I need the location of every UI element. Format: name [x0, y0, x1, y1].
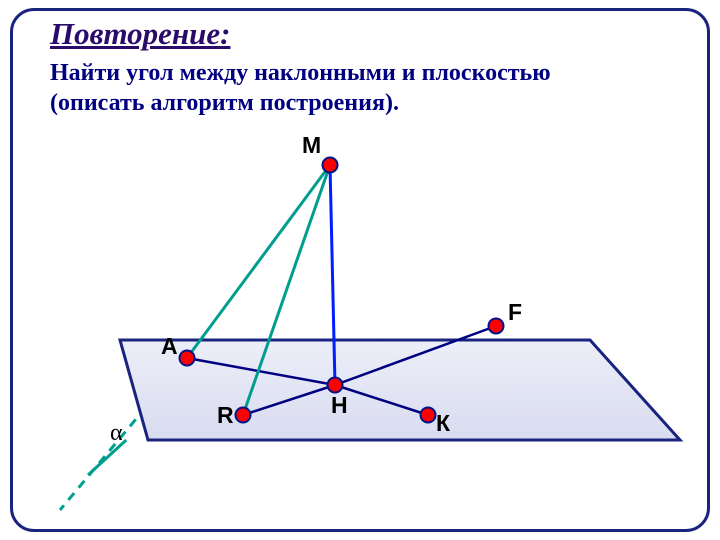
point-K: [421, 408, 436, 423]
oblique-A: [187, 165, 330, 358]
diagram-canvas: [0, 0, 720, 540]
label-H: H: [331, 392, 348, 419]
point-F: [489, 319, 504, 334]
label-K: К: [436, 410, 450, 437]
label-R: R: [217, 402, 234, 429]
point-M: [323, 158, 338, 173]
point-R: [236, 408, 251, 423]
point-A: [180, 351, 195, 366]
plane-label-alpha: α: [110, 420, 123, 447]
label-A: A: [161, 333, 178, 360]
label-M: M: [302, 132, 321, 159]
label-F: F: [508, 299, 522, 326]
point-H: [328, 378, 343, 393]
plane-alpha: [120, 340, 680, 440]
